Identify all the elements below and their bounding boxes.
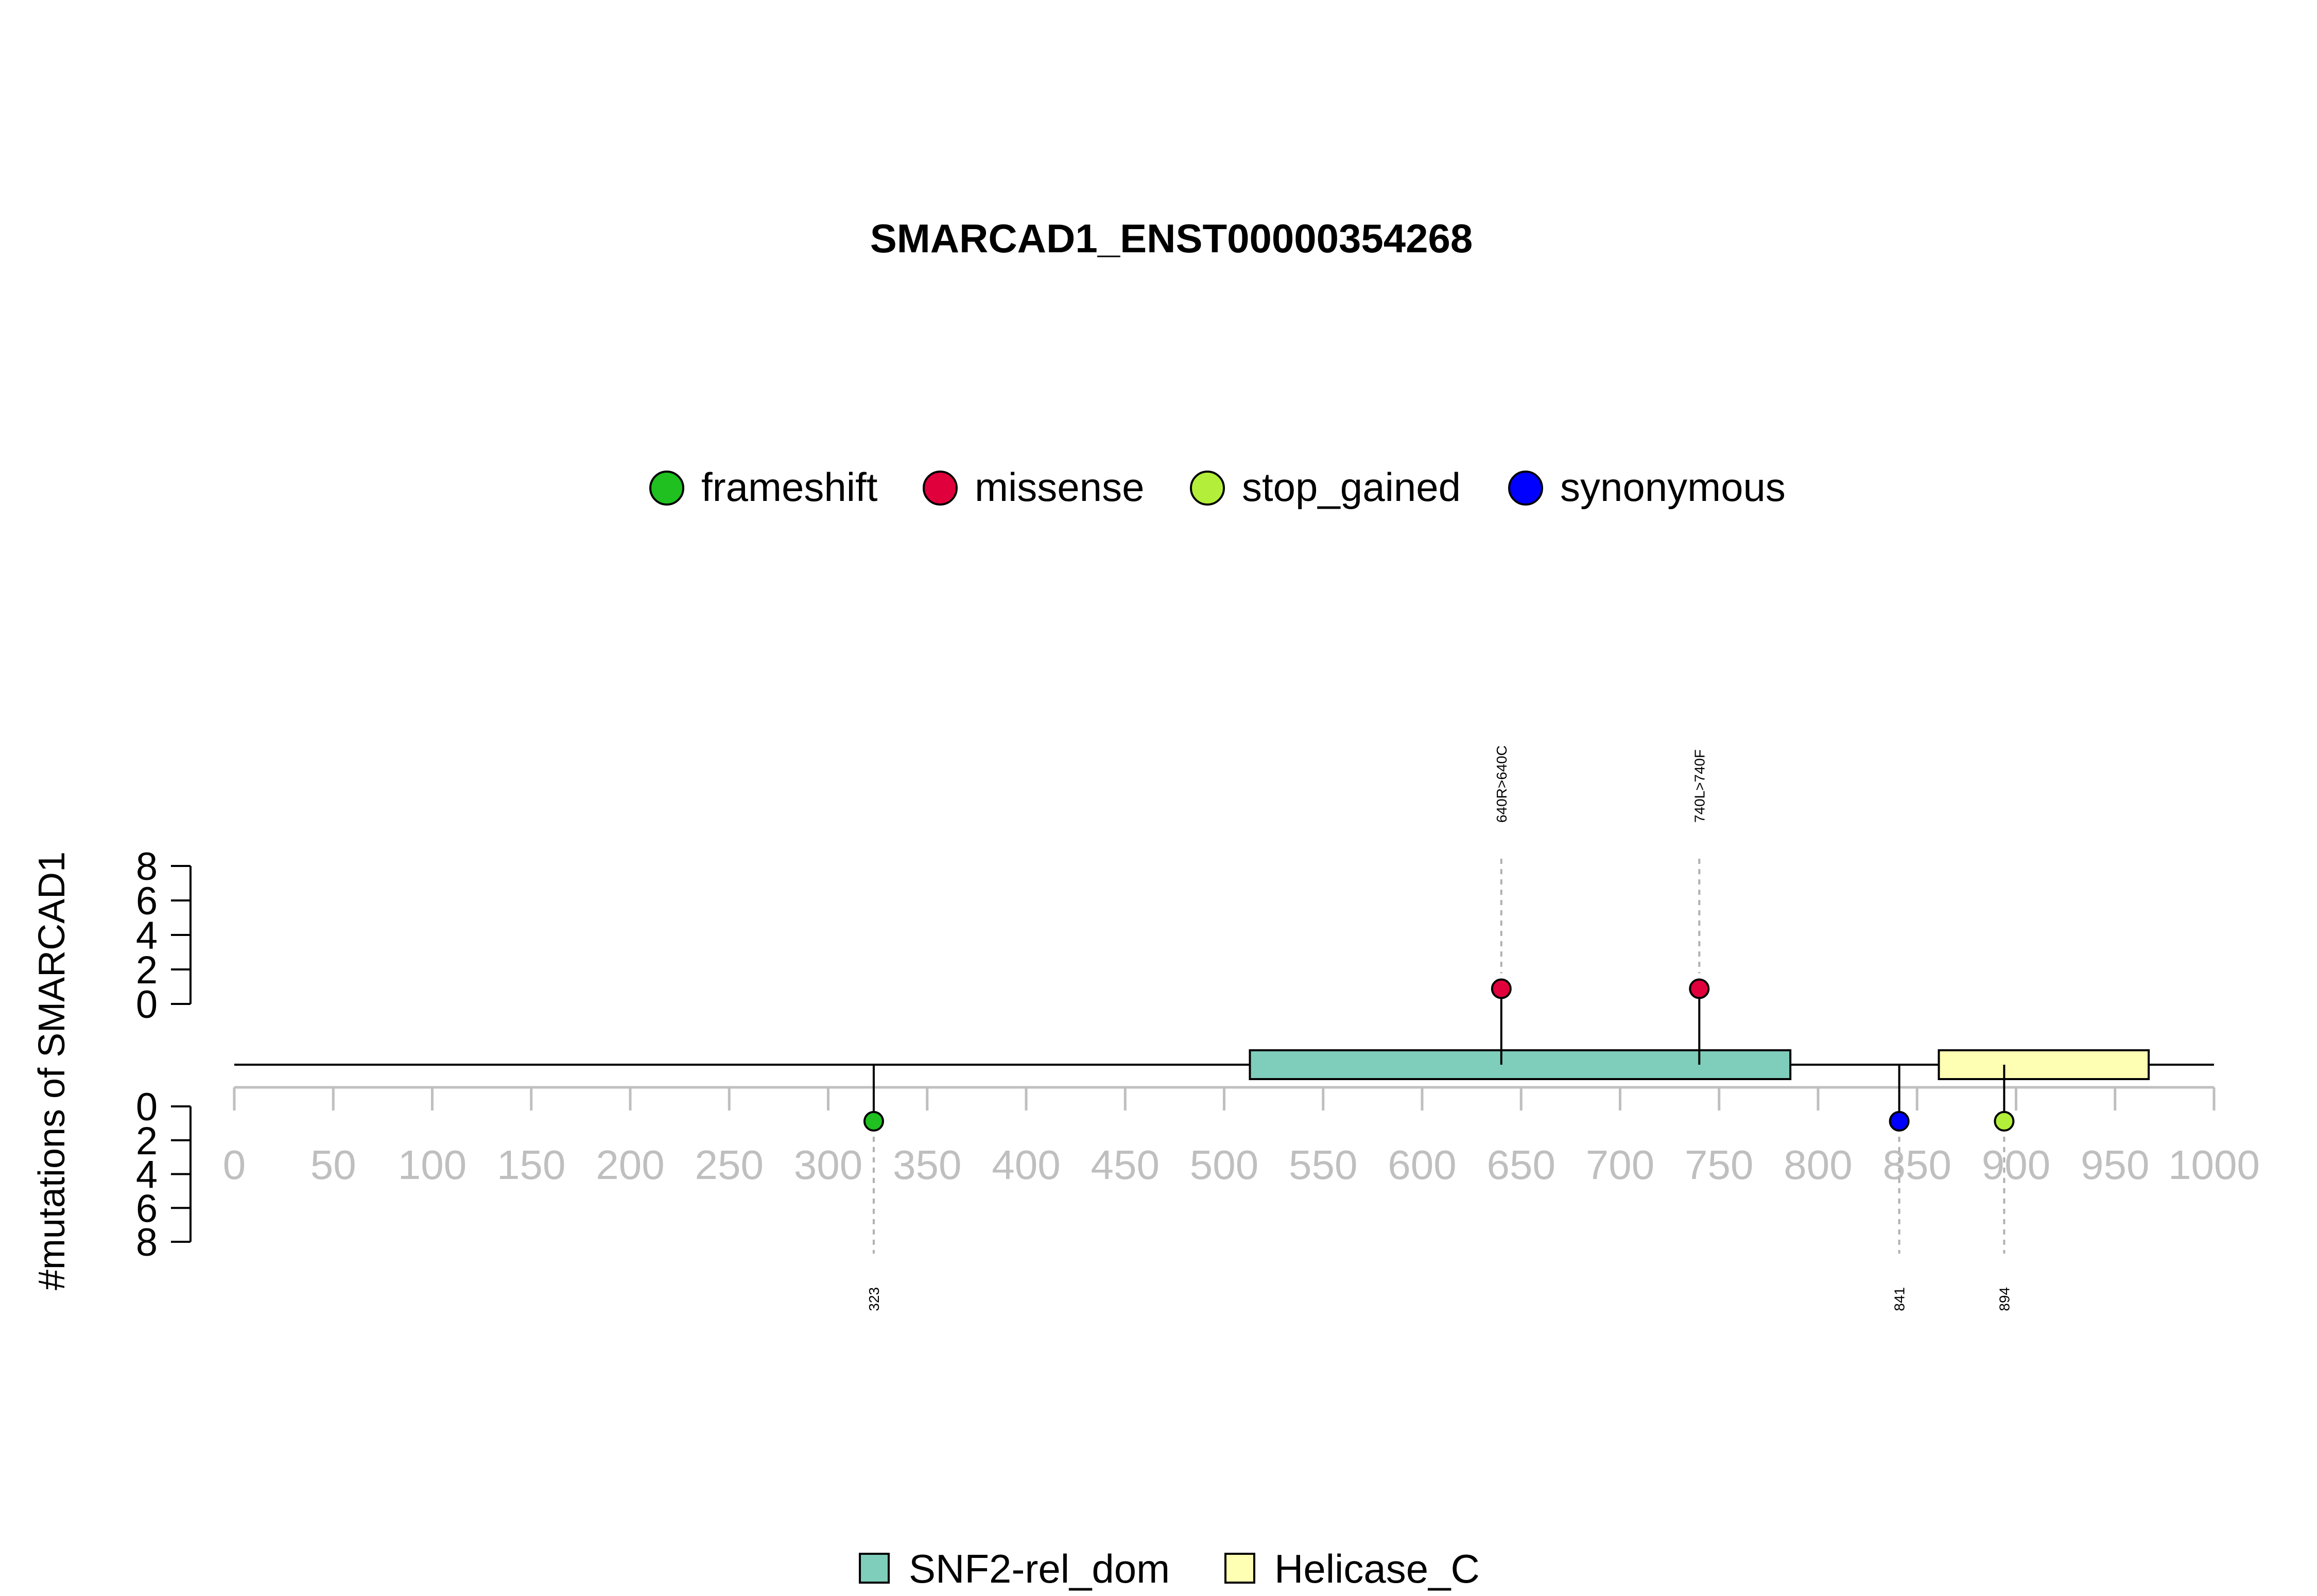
mutation-point-740: [1689, 978, 1710, 999]
y-tick-label-upper-6: 6: [136, 879, 158, 923]
domain-legend: SNF2-rel_dom Helicase_C: [859, 1546, 1480, 1591]
mutation-point-841: [1889, 1111, 1910, 1132]
x-tick-label-150: 150: [497, 1142, 565, 1188]
legend-marker-frameshift: [649, 471, 684, 506]
mutation-label-323: 323: [866, 1287, 882, 1311]
y-tick-label-upper-4: 4: [136, 914, 158, 958]
y-tick-label-lower-2: 2: [136, 1119, 158, 1163]
y-tick-label-lower-0: 0: [136, 1085, 158, 1129]
mutation-label-740: 740L>740F: [1691, 750, 1707, 823]
mutation-point-323: [863, 1111, 884, 1132]
x-tick-label-950: 950: [2081, 1142, 2149, 1188]
mutation-label-640: 640R>640C: [1494, 745, 1510, 823]
x-tick-label-400: 400: [992, 1142, 1060, 1188]
x-tick-label-900: 900: [1982, 1142, 2050, 1188]
domain-legend-label-Helicase_C: Helicase_C: [1274, 1546, 1480, 1591]
y-tick-label-lower-6: 6: [136, 1187, 158, 1230]
x-tick-label-200: 200: [596, 1142, 664, 1188]
x-tick-label-0: 0: [223, 1142, 246, 1188]
domain-legend-label-SNF2-rel_dom: SNF2-rel_dom: [909, 1546, 1170, 1591]
mutation-label-894: 894: [1996, 1287, 2012, 1311]
domain-legend-swatch-SNF2-rel_dom: [859, 1553, 890, 1584]
legend-label-missense: missense: [975, 464, 1144, 510]
x-tick-label-50: 50: [310, 1142, 356, 1188]
legend-marker-missense: [923, 471, 958, 506]
y-tick-label-upper-2: 2: [136, 948, 158, 992]
x-tick-label-350: 350: [893, 1142, 961, 1188]
mutation-label-841: 841: [1892, 1287, 1908, 1311]
legend-label-frameshift: frameshift: [701, 464, 878, 510]
chart-title: SMARCAD1_ENST00000354268: [870, 216, 1473, 261]
legend-label-synonymous: synonymous: [1560, 464, 1786, 510]
x-tick-label-550: 550: [1289, 1142, 1357, 1188]
y-tick-label-lower-4: 4: [136, 1153, 158, 1197]
x-tick-label-700: 700: [1586, 1142, 1654, 1188]
y-tick-label-upper-8: 8: [136, 845, 158, 889]
x-tick-label-250: 250: [695, 1142, 764, 1188]
mutation-lollipops: 640R>640C 740L>740F 323 841 894: [863, 745, 2015, 1311]
legend-marker-stop_gained: [1190, 471, 1225, 506]
x-tick-label-500: 500: [1190, 1142, 1258, 1188]
x-tick-label-600: 600: [1388, 1142, 1456, 1188]
y-tick-label-upper-0: 0: [136, 983, 158, 1027]
mutation-type-legend: frameshift missense stop_gained synonymous: [649, 464, 1786, 510]
mutation-point-640: [1491, 978, 1512, 999]
x-tick-label-450: 450: [1091, 1142, 1160, 1188]
protein-domains: [1249, 1049, 2150, 1080]
legend-label-stop_gained: stop_gained: [1242, 464, 1461, 510]
x-tick-label-1000: 1000: [2168, 1142, 2260, 1188]
domain-legend-swatch-Helicase_C: [1224, 1553, 1255, 1584]
x-tick-label-800: 800: [1784, 1142, 1852, 1188]
x-tick-label-850: 850: [1883, 1142, 1951, 1188]
mutation-point-894: [1994, 1111, 2015, 1132]
x-tick-label-650: 650: [1487, 1142, 1555, 1188]
y-tick-label-lower-8: 8: [136, 1221, 158, 1264]
y-axis-label: #mutations of SMARCAD1: [31, 852, 73, 1290]
x-axis: 0 50 100 150 200 250 300 350 400 450 500 550 600 650 7…: [223, 1086, 2260, 1188]
domain-Helicase_C: [1938, 1049, 2150, 1080]
x-tick-label-300: 300: [794, 1142, 862, 1188]
x-tick-label-100: 100: [398, 1142, 466, 1188]
x-tick-label-750: 750: [1685, 1142, 1753, 1188]
legend-marker-synonymous: [1508, 471, 1543, 506]
domain-SNF2-rel_dom: [1249, 1049, 1792, 1080]
